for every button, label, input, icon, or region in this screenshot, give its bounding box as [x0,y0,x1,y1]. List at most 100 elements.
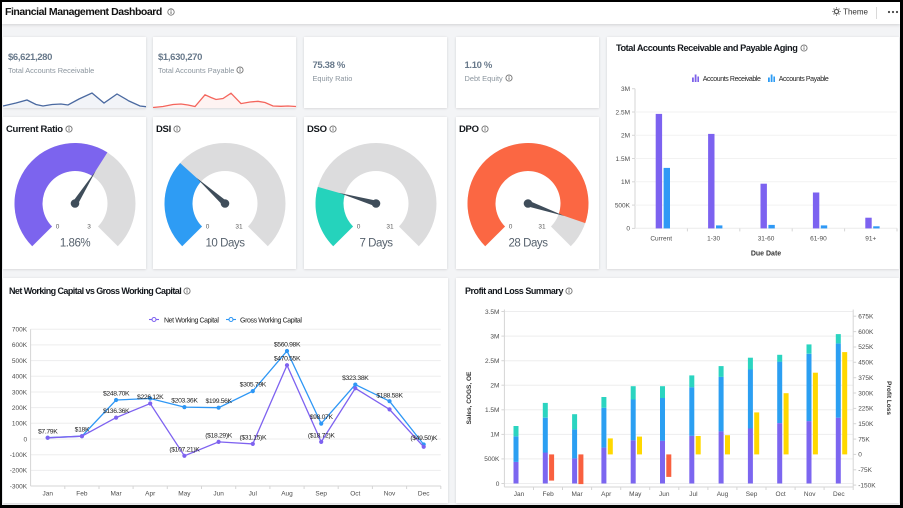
svg-text:31: 31 [235,224,243,231]
svg-text:Sep: Sep [746,491,758,498]
svg-text:Dec: Dec [833,491,845,498]
svg-text:1M: 1M [621,179,630,186]
svg-text:May: May [629,491,642,498]
svg-text:150K: 150K [858,421,874,428]
svg-text:Feb: Feb [76,491,88,498]
svg-text:($49.50)K: ($49.50)K [410,435,438,442]
svg-text:Jan: Jan [42,491,53,498]
svg-text:Sales, COGS, OE: Sales, COGS, OE [466,371,473,424]
svg-text:$136.36K: $136.36K [103,408,130,415]
svg-text:$323.38K: $323.38K [342,375,369,382]
svg-text:0: 0 [357,224,361,231]
svg-text:400K: 400K [12,374,28,381]
svg-text:-300K: -300K [10,483,28,490]
svg-text:1.5M: 1.5M [616,156,630,163]
svg-text:-75K: -75K [858,467,872,474]
svg-text:2M: 2M [621,133,630,140]
svg-text:31: 31 [538,224,546,231]
svg-text:Jun: Jun [213,491,224,498]
svg-text:3: 3 [87,224,91,231]
svg-text:-150K: -150K [858,482,876,489]
svg-text:61-90: 61-90 [810,235,827,242]
svg-text:Feb: Feb [542,491,554,498]
svg-text:10 Days: 10 Days [205,238,245,250]
svg-text:Nov: Nov [384,491,396,498]
svg-text:Jan: Jan [514,491,525,498]
svg-text:$188.58K: $188.58K [376,393,403,400]
svg-text:Dec: Dec [418,491,430,498]
svg-text:0: 0 [509,224,513,231]
svg-text:$203.36K: $203.36K [171,398,198,405]
svg-text:450K: 450K [858,360,874,367]
svg-text:700K: 700K [12,327,28,334]
svg-text:0: 0 [858,452,862,459]
svg-text:0: 0 [23,436,27,443]
svg-text:0: 0 [56,224,60,231]
svg-text:Sep: Sep [315,491,327,498]
svg-text:($107.21)K: ($107.21)K [169,446,200,453]
svg-text:$226.12K: $226.12K [137,394,164,401]
svg-text:May: May [178,491,191,498]
svg-text:31-60: 31-60 [758,235,775,242]
svg-text:Aug: Aug [281,491,293,498]
svg-text:0: 0 [206,224,210,231]
svg-text:500K: 500K [484,456,500,463]
svg-text:75K: 75K [858,436,870,443]
svg-text:($18.29)K: ($18.29)K [205,432,233,439]
svg-text:Due Date: Due Date [751,251,781,258]
svg-text:$199.56K: $199.56K [205,398,232,405]
svg-text:28 Days: 28 Days [508,238,548,250]
svg-text:Jul: Jul [249,491,258,498]
svg-text:-100K: -100K [10,452,28,459]
svg-text:375K: 375K [858,375,874,382]
svg-text:2M: 2M [490,383,499,390]
svg-text:Aug: Aug [717,491,729,498]
svg-text:600K: 600K [858,329,874,336]
svg-text:3.5M: 3.5M [485,309,499,316]
svg-text:$98.07K: $98.07K [310,414,334,421]
svg-text:($31.15)K: ($31.15)K [239,434,267,441]
svg-text:1.5M: 1.5M [485,407,499,414]
svg-text:600K: 600K [12,342,28,349]
svg-text:2.5M: 2.5M [616,109,630,116]
svg-text:1.86%: 1.86% [60,238,91,250]
svg-text:3M: 3M [490,333,499,340]
svg-text:Mar: Mar [110,491,122,498]
svg-text:0: 0 [626,226,630,233]
svg-text:300K: 300K [12,389,28,396]
svg-text:Oct: Oct [776,491,786,498]
svg-text:Mar: Mar [571,491,583,498]
svg-text:500K: 500K [12,358,28,365]
svg-text:1M: 1M [490,432,499,439]
svg-text:1-30: 1-30 [707,235,720,242]
svg-text:Profit Loss: Profit Loss [885,381,892,415]
svg-text:$305.79K: $305.79K [240,382,267,389]
svg-text:525K: 525K [858,344,874,351]
svg-text:500K: 500K [615,202,631,209]
svg-text:($18.72)K: ($18.72)K [308,432,336,439]
svg-text:$470.55K: $470.55K [274,356,301,363]
svg-text:Current: Current [650,235,672,242]
svg-text:200K: 200K [12,405,28,412]
svg-text:-200K: -200K [10,468,28,475]
svg-text:675K: 675K [858,314,874,321]
svg-text:91+: 91+ [865,235,876,242]
svg-text:100K: 100K [12,421,28,428]
svg-text:3M: 3M [621,86,630,93]
svg-text:7 Days: 7 Days [359,238,393,250]
svg-text:Jul: Jul [689,491,698,498]
svg-text:31: 31 [386,224,394,231]
svg-text:Apr: Apr [145,491,156,498]
svg-text:$18K: $18K [75,427,90,434]
svg-text:Oct: Oct [350,491,360,498]
svg-text:$7.79K: $7.79K [38,428,58,435]
svg-text:$248.70K: $248.70K [103,391,130,398]
svg-text:2.5M: 2.5M [485,358,499,365]
svg-text:Jun: Jun [659,491,670,498]
svg-text:$560.98K: $560.98K [274,342,301,349]
svg-text:Apr: Apr [601,491,612,498]
svg-text:Nov: Nov [804,491,816,498]
svg-text:0: 0 [496,481,500,488]
svg-text:225K: 225K [858,406,874,413]
svg-text:300K: 300K [858,390,874,397]
